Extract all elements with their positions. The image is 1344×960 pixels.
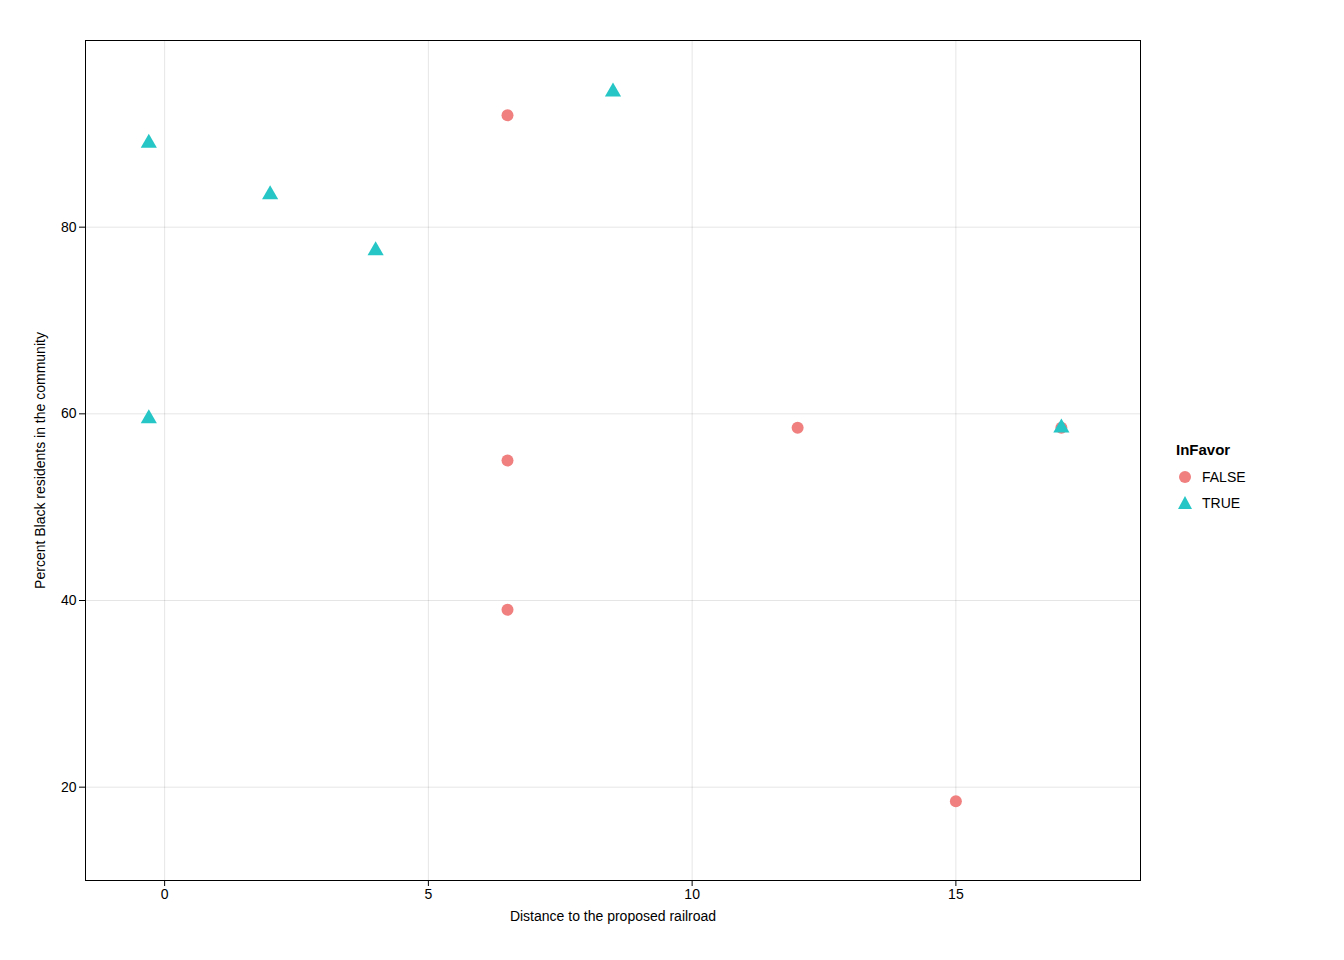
svg-text:15: 15 [948,886,964,902]
html-text:InFavor: InFavor [1176,440,1231,458]
svg-text:Distance to the proposed railr: Distance to the proposed railroad [510,908,716,924]
svg-text:60: 60 [61,405,77,421]
svg-text:40: 40 [61,592,77,608]
svg-text:10: 10 [684,886,700,902]
svg-text:0: 0 [161,886,169,902]
svg-text:20: 20 [61,779,77,795]
svg-text:80: 80 [61,219,77,235]
svg-text:Percent Black residents in the: Percent Black residents in the community [32,332,48,589]
svg-text:5: 5 [424,886,432,902]
html-text:TRUE: TRUE [1202,494,1241,511]
html-text:FALSE: FALSE [1202,468,1246,485]
